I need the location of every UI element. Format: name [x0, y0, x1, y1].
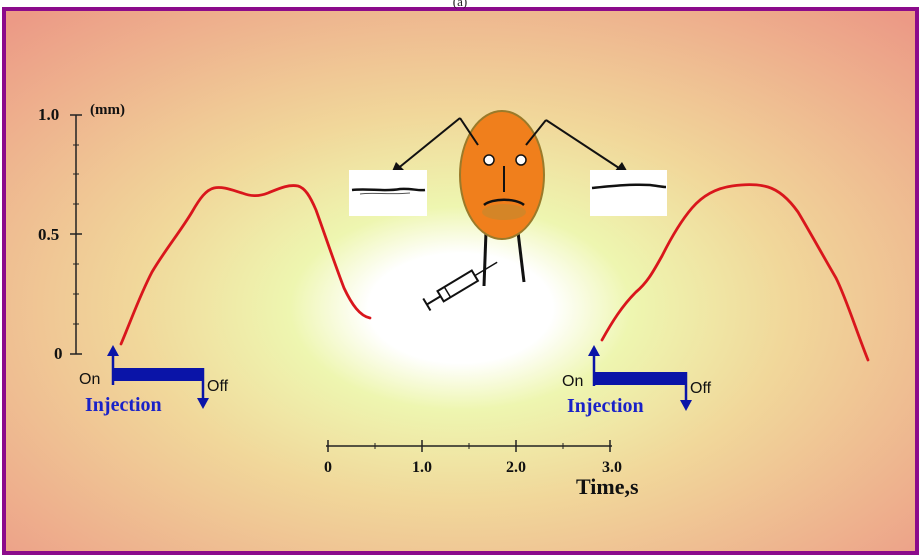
y-tick-label: 0 — [54, 344, 63, 363]
left-response-trace — [119, 184, 372, 346]
inset-image-left — [349, 170, 427, 216]
right-response-trace — [600, 183, 870, 362]
injection-on-label: On — [79, 371, 100, 388]
injection-indicator-right — [588, 345, 692, 411]
y-axis-unit: (mm) — [90, 102, 125, 118]
y-tick-label: 1.0 — [38, 105, 59, 124]
inset-image-right — [590, 170, 667, 216]
syringe-icon — [422, 261, 498, 312]
time-axis-title: Time,s — [576, 474, 639, 499]
time-tick-label: 1.0 — [412, 459, 432, 476]
y-axis — [70, 114, 82, 355]
y-tick-label: 0.5 — [38, 225, 59, 244]
injection-indicator-left — [107, 345, 209, 409]
injection-off-label: Off — [690, 380, 712, 397]
time-axis — [326, 440, 612, 452]
time-tick-label: 2.0 — [506, 459, 526, 476]
time-tick-label: 0 — [324, 459, 332, 476]
injection-label: Injection — [85, 394, 162, 416]
time-tick-label: 3.0 — [602, 459, 622, 476]
face-icon — [459, 110, 545, 287]
panel-label: (a) — [453, 0, 467, 9]
injection-on-label: On — [562, 373, 583, 390]
injection-label: Injection — [567, 395, 644, 417]
injection-off-label: Off — [207, 378, 229, 395]
